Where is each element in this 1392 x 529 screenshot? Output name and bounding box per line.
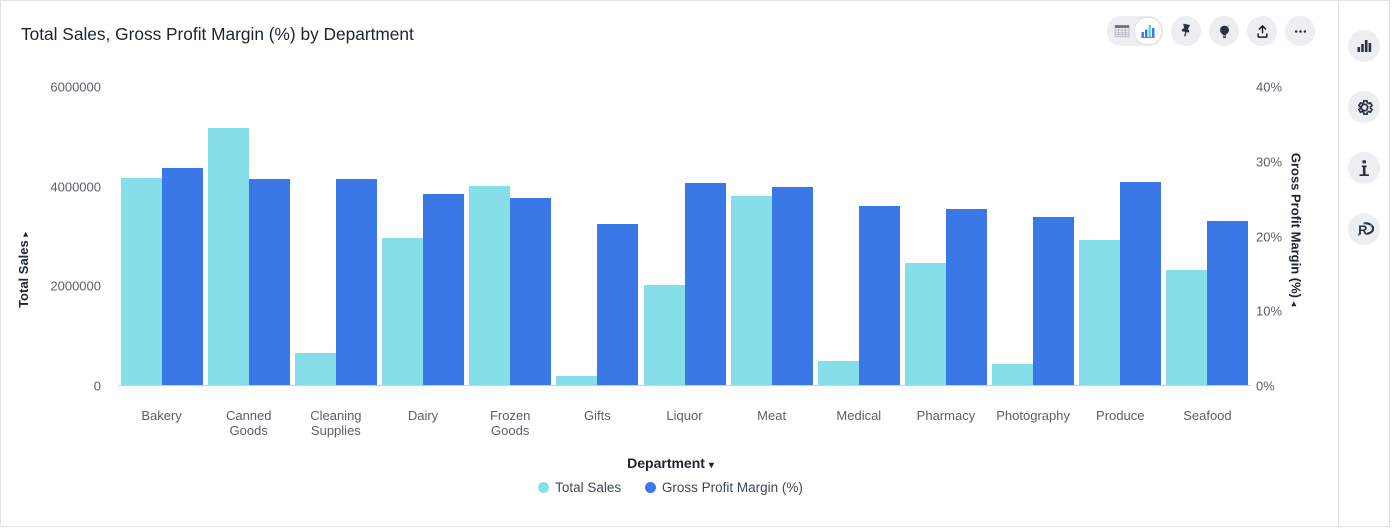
svg-text:R: R — [1358, 223, 1367, 237]
